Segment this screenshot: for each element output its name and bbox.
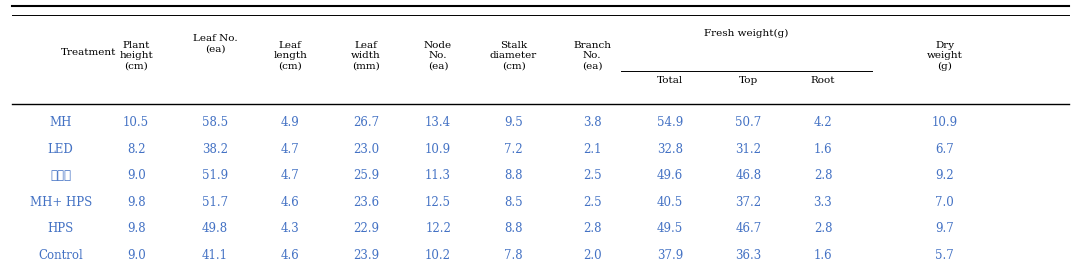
Text: Dry
weight
(g): Dry weight (g) — [926, 41, 963, 71]
Text: 23.9: 23.9 — [352, 249, 379, 260]
Text: 10.9: 10.9 — [932, 116, 958, 129]
Text: 32.8: 32.8 — [657, 143, 683, 156]
Text: 1.6: 1.6 — [814, 143, 832, 156]
Text: LED: LED — [48, 143, 74, 156]
Text: HPS: HPS — [48, 222, 74, 235]
Text: Leaf No.
(ea): Leaf No. (ea) — [192, 34, 237, 53]
Text: 7.8: 7.8 — [504, 249, 523, 260]
Text: 1.6: 1.6 — [814, 249, 832, 260]
Text: 49.8: 49.8 — [202, 222, 228, 235]
Text: 38.2: 38.2 — [202, 143, 228, 156]
Text: 9.0: 9.0 — [126, 249, 146, 260]
Text: 4.2: 4.2 — [814, 116, 832, 129]
Text: 11.3: 11.3 — [425, 170, 451, 183]
Text: 23.0: 23.0 — [352, 143, 379, 156]
Text: 8.8: 8.8 — [505, 222, 523, 235]
Text: 3.3: 3.3 — [814, 196, 832, 209]
Text: Leaf
length
(cm): Leaf length (cm) — [273, 41, 307, 71]
Text: 4.6: 4.6 — [281, 196, 299, 209]
Text: 2.8: 2.8 — [814, 222, 832, 235]
Text: 8.2: 8.2 — [126, 143, 146, 156]
Text: 40.5: 40.5 — [657, 196, 683, 209]
Text: 신광원: 신광원 — [50, 170, 71, 183]
Text: 8.5: 8.5 — [504, 196, 523, 209]
Text: 50.7: 50.7 — [735, 116, 762, 129]
Text: 7.0: 7.0 — [935, 196, 955, 209]
Text: 36.3: 36.3 — [735, 249, 762, 260]
Text: Leaf
width
(mm): Leaf width (mm) — [351, 41, 381, 71]
Text: 2.0: 2.0 — [583, 249, 601, 260]
Text: 4.9: 4.9 — [281, 116, 299, 129]
Text: 22.9: 22.9 — [352, 222, 378, 235]
Text: 4.6: 4.6 — [281, 249, 299, 260]
Text: 2.5: 2.5 — [583, 170, 601, 183]
Text: 25.9: 25.9 — [352, 170, 379, 183]
Text: Stalk
diameter
(cm): Stalk diameter (cm) — [490, 41, 537, 71]
Text: MH+ HPS: MH+ HPS — [29, 196, 92, 209]
Text: 37.2: 37.2 — [735, 196, 762, 209]
Text: 12.2: 12.2 — [425, 222, 451, 235]
Text: Total: Total — [657, 76, 683, 85]
Text: 49.6: 49.6 — [657, 170, 683, 183]
Text: 5.7: 5.7 — [935, 249, 955, 260]
Text: Fresh weight(g): Fresh weight(g) — [704, 29, 789, 38]
Text: Treatment: Treatment — [61, 48, 116, 57]
Text: 58.5: 58.5 — [202, 116, 228, 129]
Text: 37.9: 37.9 — [657, 249, 683, 260]
Text: 9.2: 9.2 — [935, 170, 955, 183]
Text: Control: Control — [38, 249, 83, 260]
Text: 9.7: 9.7 — [935, 222, 955, 235]
Text: 10.2: 10.2 — [425, 249, 451, 260]
Text: 9.0: 9.0 — [126, 170, 146, 183]
Text: 46.8: 46.8 — [735, 170, 762, 183]
Text: 7.2: 7.2 — [504, 143, 523, 156]
Text: 4.7: 4.7 — [281, 170, 299, 183]
Text: 49.5: 49.5 — [657, 222, 683, 235]
Text: 46.7: 46.7 — [735, 222, 762, 235]
Text: 13.4: 13.4 — [425, 116, 451, 129]
Text: Branch
No.
(ea): Branch No. (ea) — [573, 41, 611, 71]
Text: 9.8: 9.8 — [126, 196, 146, 209]
Text: Plant
height
(cm): Plant height (cm) — [119, 41, 154, 71]
Text: Top: Top — [739, 76, 758, 85]
Text: 9.8: 9.8 — [126, 222, 146, 235]
Text: Root: Root — [811, 76, 836, 85]
Text: 4.3: 4.3 — [281, 222, 299, 235]
Text: 3.8: 3.8 — [583, 116, 601, 129]
Text: 8.8: 8.8 — [505, 170, 523, 183]
Text: 2.5: 2.5 — [583, 196, 601, 209]
Text: 2.8: 2.8 — [583, 222, 601, 235]
Text: 9.5: 9.5 — [504, 116, 523, 129]
Text: 6.7: 6.7 — [935, 143, 955, 156]
Text: 10.5: 10.5 — [123, 116, 149, 129]
Text: 4.7: 4.7 — [281, 143, 299, 156]
Text: 23.6: 23.6 — [352, 196, 379, 209]
Text: 10.9: 10.9 — [425, 143, 451, 156]
Text: 12.5: 12.5 — [425, 196, 451, 209]
Text: 41.1: 41.1 — [202, 249, 228, 260]
Text: 51.7: 51.7 — [202, 196, 228, 209]
Text: 26.7: 26.7 — [352, 116, 379, 129]
Text: Node
No.
(ea): Node No. (ea) — [424, 41, 452, 71]
Text: 2.1: 2.1 — [583, 143, 601, 156]
Text: 31.2: 31.2 — [735, 143, 762, 156]
Text: 54.9: 54.9 — [657, 116, 683, 129]
Text: 51.9: 51.9 — [202, 170, 228, 183]
Text: MH: MH — [50, 116, 71, 129]
Text: 2.8: 2.8 — [814, 170, 832, 183]
